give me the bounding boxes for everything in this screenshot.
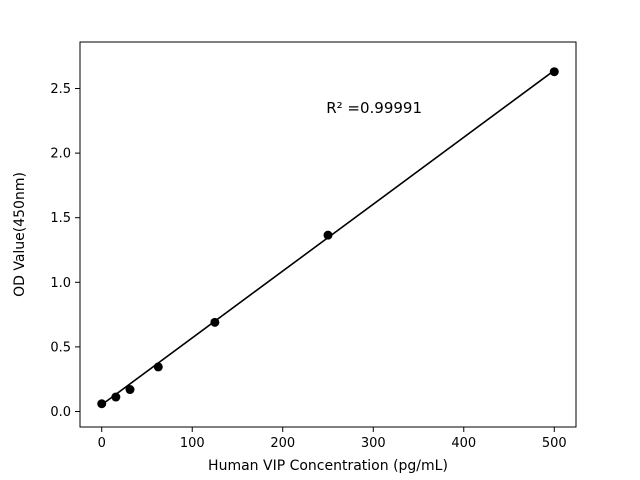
y-tick-label: 2.0	[50, 147, 71, 162]
data-point	[549, 67, 559, 77]
x-tick-label: 400	[451, 436, 476, 451]
data-point	[97, 399, 107, 409]
y-tick-label: 1.0	[50, 276, 71, 291]
y-tick-label: 0.5	[50, 340, 71, 355]
y-tick-label: 1.5	[50, 211, 71, 226]
x-tick-label: 200	[270, 436, 295, 451]
x-tick-label: 500	[542, 436, 567, 451]
data-point	[111, 392, 121, 402]
x-axis-label: Human VIP Concentration (pg/mL)	[208, 458, 448, 474]
x-tick-label: 300	[361, 436, 386, 451]
annotation-r-squared: R² =0.99991	[326, 99, 422, 117]
plot-border	[79, 41, 577, 428]
data-point	[153, 362, 163, 372]
y-axis-label: OD Value(450nm)	[12, 172, 28, 297]
data-point	[323, 230, 333, 240]
data-point	[125, 385, 135, 395]
data-point	[210, 317, 220, 327]
y-tick-label: 2.5	[50, 82, 71, 97]
x-tick-label: 0	[98, 436, 106, 451]
x-tick-label: 100	[180, 436, 205, 451]
y-tick-label: 0.0	[50, 405, 71, 420]
